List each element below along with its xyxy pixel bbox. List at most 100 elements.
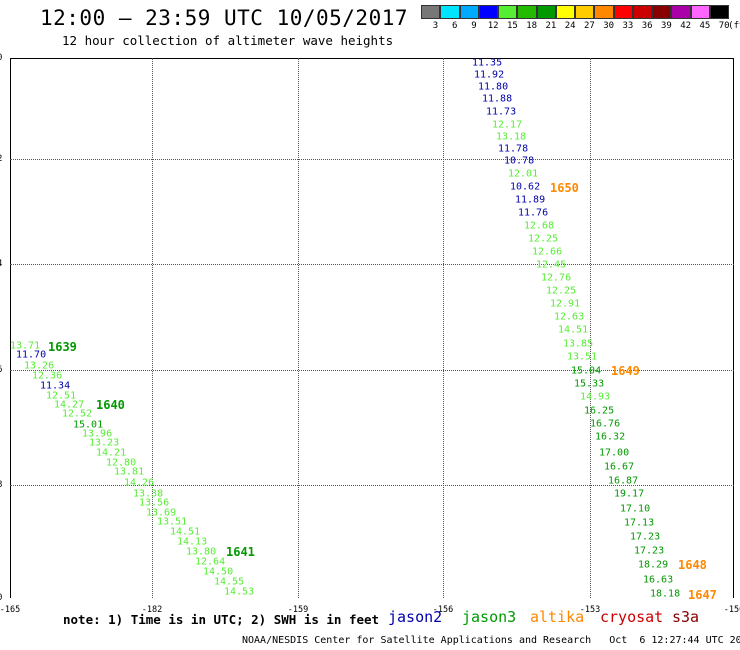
- legend-bin-label: 6: [451, 21, 458, 31]
- grid-line-lat: [10, 264, 734, 265]
- swh-measurement: 11.89: [515, 194, 546, 206]
- swh-measurement: 12.80: [106, 457, 137, 469]
- swh-measurement: 11.80: [478, 81, 509, 93]
- legend-bin-label: 39: [661, 21, 672, 31]
- swh-measurement: 11.76: [518, 207, 549, 219]
- swh-measurement: 14.55: [214, 576, 245, 588]
- swh-measurement: 13.80: [186, 546, 217, 558]
- legend-bin-label: 33: [622, 21, 634, 31]
- swh-measurement: 14.93: [580, 391, 611, 403]
- satellite-legend-jason3: jason3: [462, 608, 517, 626]
- legend-bin-label: 30: [603, 21, 615, 31]
- swh-measurement: 12.01: [508, 168, 539, 180]
- pass-time-label: 1648: [678, 558, 707, 572]
- lat-tick-label: -48: [0, 480, 2, 490]
- grid-line-lat: [10, 370, 734, 371]
- legend-swatch: [440, 5, 460, 19]
- swh-measurement: 12.51: [46, 390, 77, 402]
- swh-measurement: 17.13: [624, 517, 655, 529]
- lat-tick-label: -46: [0, 365, 2, 375]
- legend-bin-label: 15: [507, 21, 518, 31]
- swh-measurement: 12.36: [32, 370, 63, 382]
- lon-tick-label: -150: [723, 605, 740, 615]
- legend-swatch: [555, 5, 575, 19]
- swh-measurement: 19.17: [614, 488, 645, 500]
- grid-line-lat: [10, 159, 734, 160]
- legend-unit-label: (ft): [728, 21, 740, 31]
- swh-measurement: 11.88: [482, 93, 513, 105]
- lat-tick-label: -44: [0, 259, 2, 269]
- swh-measurement: 13.71: [10, 340, 41, 352]
- legend-bin-label: 45: [699, 21, 711, 31]
- swh-measurement: 12.91: [550, 298, 581, 310]
- swh-measurement: 16.76: [590, 418, 621, 430]
- satellite-legend-jason2: jason2: [388, 608, 443, 626]
- lon-tick-label: -165: [0, 605, 21, 615]
- swh-measurement: 16.63: [643, 574, 674, 586]
- legend-swatch: [690, 5, 710, 19]
- swh-measurement: 16.25: [584, 405, 615, 417]
- swh-measurement: 11.35: [472, 57, 503, 69]
- swh-measurement: 18.29: [638, 559, 669, 571]
- legend-bin-label: 12: [487, 21, 499, 31]
- legend-swatch: [613, 5, 633, 19]
- grid-line-lon: [590, 58, 591, 598]
- legend-bin-label: 18: [526, 21, 538, 31]
- footer-credit: NOAA/NESDIS Center for Satellite Applica…: [242, 635, 740, 646]
- swh-measurement: 12.17: [492, 119, 523, 131]
- swh-measurement: 13.18: [496, 131, 527, 143]
- swh-measurement: 15.04: [571, 365, 602, 377]
- swh-measurement: 13.51: [567, 351, 598, 363]
- swh-measurement: 13.81: [114, 466, 145, 478]
- swh-measurement: 12.66: [532, 246, 563, 258]
- pass-time-label: 1649: [611, 364, 640, 378]
- satellite-legend-altika: altika: [530, 608, 585, 626]
- swh-measurement: 18.18: [650, 588, 681, 600]
- swh-measurement: 14.51: [170, 526, 201, 538]
- legend-swatch: [536, 5, 556, 19]
- swh-measurement: 11.78: [498, 143, 529, 155]
- swh-measurement: 17.23: [634, 545, 665, 557]
- swh-measurement: 13.96: [82, 428, 113, 440]
- legend-swatch: [478, 5, 498, 19]
- legend-swatch: [421, 5, 441, 19]
- pass-time-label: 1641: [226, 545, 255, 559]
- swh-measurement: 12.45: [536, 259, 567, 271]
- map-subtitle: 12 hour collection of altimeter wave hei…: [62, 33, 394, 48]
- legend-swatch: [517, 5, 537, 19]
- swh-measurement: 13.51: [157, 516, 188, 528]
- swh-measurement: 11.92: [474, 69, 505, 81]
- swh-measurement: 15.33: [574, 378, 605, 390]
- swh-measurement: 13.23: [89, 437, 120, 449]
- plot-frame: [10, 58, 734, 598]
- swh-measurement: 13.38: [133, 488, 164, 500]
- swh-measurement: 17.23: [630, 531, 661, 543]
- swh-measurement: 16.87: [608, 475, 639, 487]
- lon-tick-label: -153: [579, 605, 601, 615]
- swh-measurement: 17.00: [599, 447, 630, 459]
- legend-swatch: [594, 5, 614, 19]
- legend-swatch: [671, 5, 691, 19]
- swh-measurement: 13.69: [146, 507, 177, 519]
- swh-measurement: 12.25: [528, 233, 559, 245]
- swh-measurement: 17.10: [620, 503, 651, 515]
- swh-measurement: 15.01: [73, 419, 104, 431]
- swh-measurement: 12.64: [195, 556, 226, 568]
- lat-tick-label: -42: [0, 154, 2, 164]
- legend-swatch: [632, 5, 652, 19]
- swh-measurement: 12.68: [524, 220, 555, 232]
- legend-bin-label: 9: [471, 21, 477, 31]
- pass-time-label: 1639: [48, 340, 77, 354]
- lat-tick-label: -40: [0, 53, 2, 63]
- swh-measurement: 13.85: [563, 338, 594, 350]
- legend-bin-label: 27: [584, 21, 595, 31]
- swh-measurement: 13.26: [24, 360, 55, 372]
- swh-measurement: 14.27: [54, 399, 85, 411]
- swh-measurement: 13.56: [139, 497, 170, 509]
- swh-measurement: 11.70: [16, 349, 47, 361]
- swh-measurement: 12.52: [62, 408, 93, 420]
- map-plot-area: [10, 58, 734, 598]
- satellite-legend-s3a: s3a: [672, 608, 700, 626]
- grid-line-lon: [152, 58, 153, 598]
